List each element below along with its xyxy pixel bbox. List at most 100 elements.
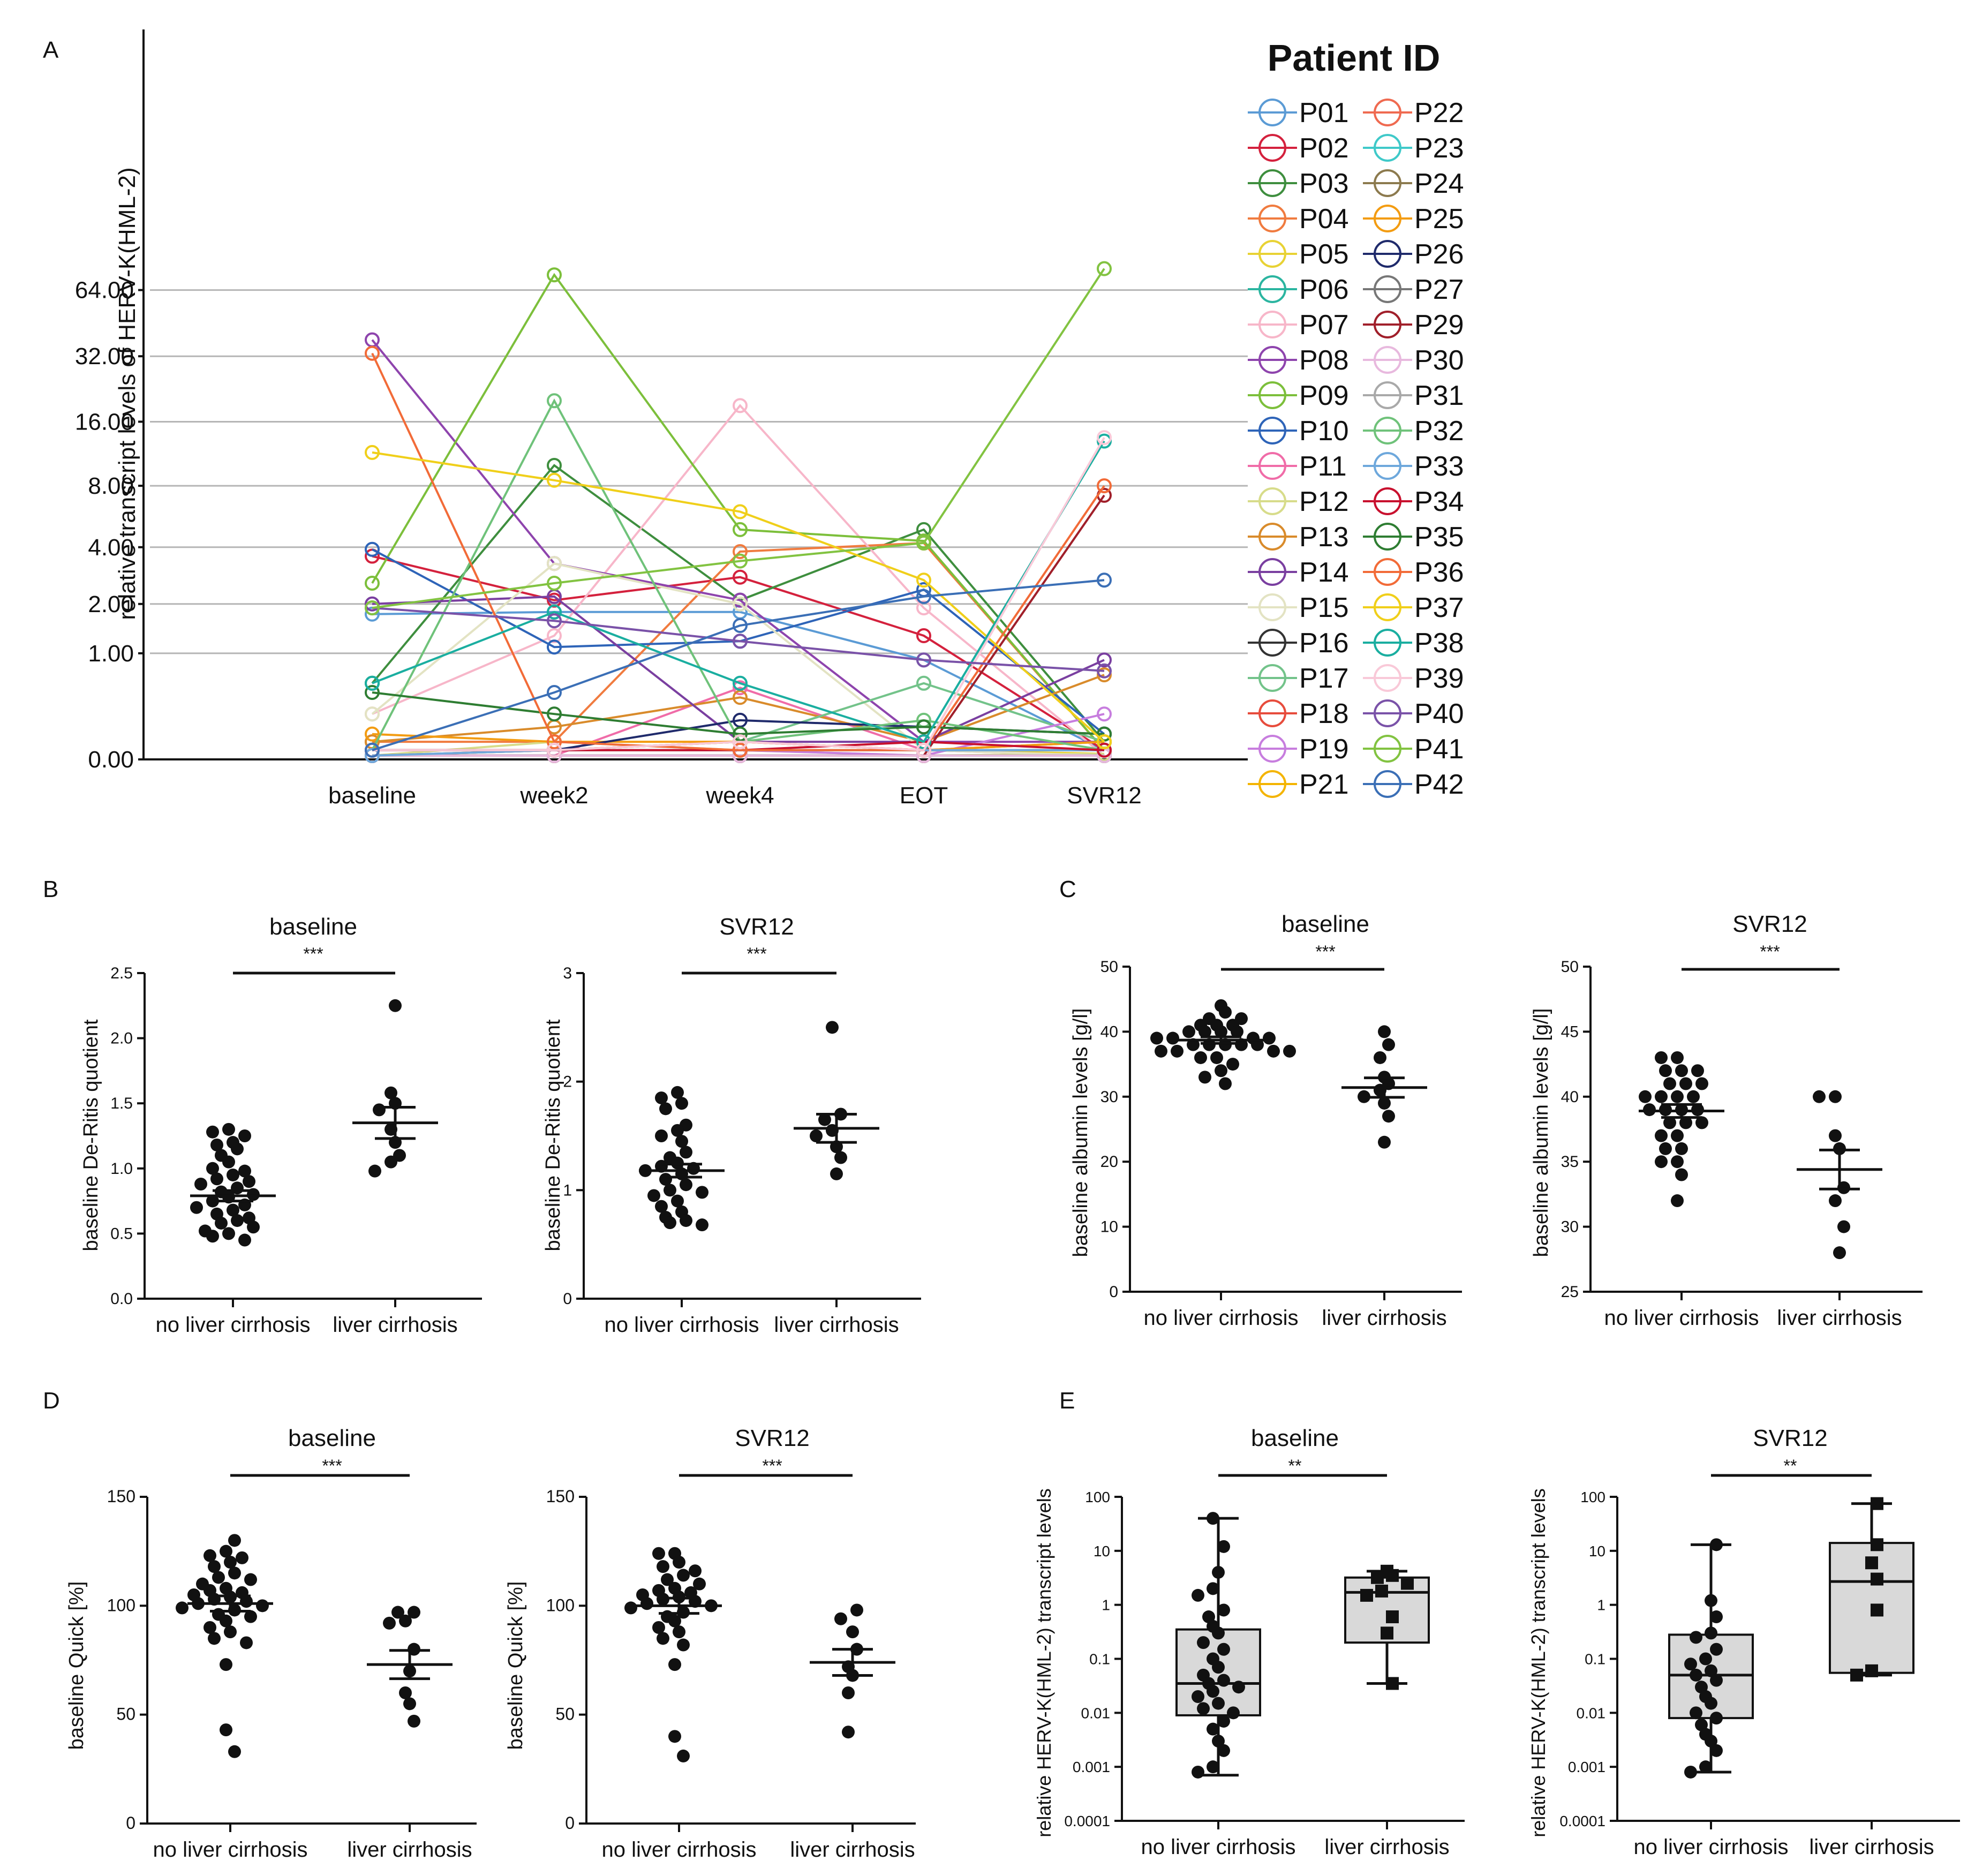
panel-c1-data-point xyxy=(1382,1110,1395,1123)
panel-c2-data-point xyxy=(1813,1090,1826,1103)
panel-c1-data-point xyxy=(1267,1044,1280,1058)
data-point-p03 xyxy=(547,457,562,473)
panel-b1-data-point xyxy=(227,1203,239,1217)
panel-d1-data-point xyxy=(208,1632,221,1645)
panel-c1-ytick-label: 0 xyxy=(1109,1283,1118,1301)
data-point-p37 xyxy=(733,504,748,519)
data-point-p40 xyxy=(1097,663,1112,679)
panel-c1-ytick-label: 10 xyxy=(1100,1218,1118,1236)
panel-e2-xtick-label: no liver cirrhosis xyxy=(1634,1835,1789,1859)
panel-b1-data-point xyxy=(243,1175,255,1188)
legend-label-p07: P07 xyxy=(1299,310,1349,341)
panel-c1-data-point xyxy=(1210,1051,1223,1064)
panel-a-xtick-label: week2 xyxy=(519,782,588,809)
panel-a-xtick-label: baseline xyxy=(328,782,416,809)
panel-b-baseline-title: baseline xyxy=(269,914,357,940)
panel-e1-data-point xyxy=(1212,1565,1225,1579)
series-line-p07 xyxy=(372,404,1105,757)
panel-a-line-chart: relative transcript levels of HERV-K(HML… xyxy=(75,29,1464,809)
panel-e1-ytick-label: 0.1 xyxy=(1089,1651,1110,1668)
panel-e2-data-point xyxy=(1705,1594,1717,1607)
legend-marker-p01 xyxy=(1258,99,1286,126)
panel-d1-ytick-label: 100 xyxy=(107,1595,135,1615)
legend-marker-p19 xyxy=(1258,735,1286,763)
panel-label-d: D xyxy=(43,1388,60,1414)
panel-c2-ytick-label: 40 xyxy=(1561,1088,1579,1106)
legend-marker-p32 xyxy=(1374,417,1401,444)
panel-b2-data-point xyxy=(647,1189,660,1202)
panel-a-ytick-label: 8.00 xyxy=(88,473,134,499)
legend-marker-p13 xyxy=(1258,523,1286,551)
legend-label-p37: P37 xyxy=(1414,592,1464,623)
panel-e2-data-point xyxy=(1865,1556,1878,1570)
panel-e1-xtick-label: liver cirrhosis xyxy=(1324,1835,1449,1859)
legend-label-p40: P40 xyxy=(1414,698,1464,729)
panel-e-svr12-ylabel: relative HERV-K(HML-2) transcript levels xyxy=(1527,1488,1549,1837)
panel-b2-xtick-label: liver cirrhosis xyxy=(774,1313,899,1337)
panel-c-svr12-chart: SVR12 *** baseline albumin levels [g/l] … xyxy=(1530,911,1923,1330)
panel-b1-data-point xyxy=(238,1129,251,1142)
data-point-p37 xyxy=(365,444,380,460)
data-point-p38 xyxy=(733,675,748,691)
panel-c1-data-point xyxy=(1378,1135,1391,1149)
data-point-p37 xyxy=(1097,734,1112,750)
panel-d2-data-point xyxy=(640,1597,653,1610)
panel-b1-data-point xyxy=(238,1164,251,1178)
panel-d1-data-point xyxy=(399,1686,412,1699)
legend-marker-p38 xyxy=(1374,629,1401,657)
panel-d2-ytick-label: 150 xyxy=(546,1487,575,1506)
legend-label-p39: P39 xyxy=(1414,663,1464,694)
series-line-p40 xyxy=(372,607,1105,672)
panel-a-ytick-label: 32.00 xyxy=(75,343,134,370)
panel-e1-data-point xyxy=(1192,1765,1204,1779)
panel-e-baseline-ylabel: relative HERV-K(HML-2) transcript levels xyxy=(1033,1488,1055,1837)
panel-c1-ytick-label: 50 xyxy=(1100,958,1118,976)
panel-c1-data-point xyxy=(1374,1051,1386,1064)
legend-marker-p30 xyxy=(1374,346,1401,374)
panel-d2-data-point xyxy=(668,1730,681,1743)
panel-e1-data-point xyxy=(1212,1735,1225,1748)
panel-b1-data-point xyxy=(194,1177,207,1191)
panel-e2-data-point xyxy=(1690,1706,1702,1720)
legend-marker-p26 xyxy=(1374,240,1401,268)
panel-b1-data-point xyxy=(206,1162,219,1175)
legend-label-p18: P18 xyxy=(1299,698,1349,729)
series-line-p36 xyxy=(371,352,1105,751)
panel-b1-xtick-label: no liver cirrhosis xyxy=(156,1313,311,1337)
legend-marker-p07 xyxy=(1258,311,1286,338)
panel-b1-data-point xyxy=(368,1164,381,1178)
legend-label-p31: P31 xyxy=(1414,380,1464,411)
panel-b2-data-point xyxy=(671,1194,684,1208)
panel-c1-data-point xyxy=(1263,1031,1276,1045)
panel-d2-data-point xyxy=(673,1625,685,1639)
legend-label-p02: P02 xyxy=(1299,133,1349,164)
panel-b1-data-point xyxy=(210,1172,223,1186)
panel-e-baseline-title: baseline xyxy=(1251,1425,1339,1451)
panel-e1-data-point xyxy=(1217,1714,1230,1728)
legend-marker-p23 xyxy=(1374,134,1401,162)
panel-c1-data-point xyxy=(1226,1058,1239,1071)
legend-label-p11: P11 xyxy=(1299,451,1347,482)
data-point-p37 xyxy=(547,472,562,488)
panel-d2-xtick-label: no liver cirrhosis xyxy=(602,1838,757,1862)
panel-c-svr12-significance: *** xyxy=(1760,942,1780,961)
panel-e1-data-point xyxy=(1207,1722,1219,1736)
legend-marker-p16 xyxy=(1258,629,1286,657)
panel-e1-data-point xyxy=(1217,1643,1230,1656)
panel-d2-data-point xyxy=(677,1569,690,1582)
panel-a-ytick-label: 1.00 xyxy=(88,641,134,667)
panel-b-baseline-ylabel: baseline De-Ritis quotient xyxy=(80,1019,102,1251)
panel-b2-data-point xyxy=(680,1214,692,1227)
panel-c-baseline-title: baseline xyxy=(1282,911,1369,937)
panel-c2-data-point xyxy=(1639,1090,1652,1103)
panel-e2-data-point xyxy=(1699,1760,1712,1774)
legend-marker-p34 xyxy=(1374,487,1401,515)
legend-marker-p18 xyxy=(1258,699,1286,727)
legend-marker-p04 xyxy=(1258,205,1286,232)
panel-e1-data-point xyxy=(1217,1603,1230,1617)
data-point-p11 xyxy=(733,680,748,696)
panel-d2-data-point xyxy=(689,1564,702,1578)
panel-d1-data-point xyxy=(220,1545,232,1558)
panel-b1-data-point xyxy=(238,1233,251,1247)
data-point-p25 xyxy=(365,726,380,742)
